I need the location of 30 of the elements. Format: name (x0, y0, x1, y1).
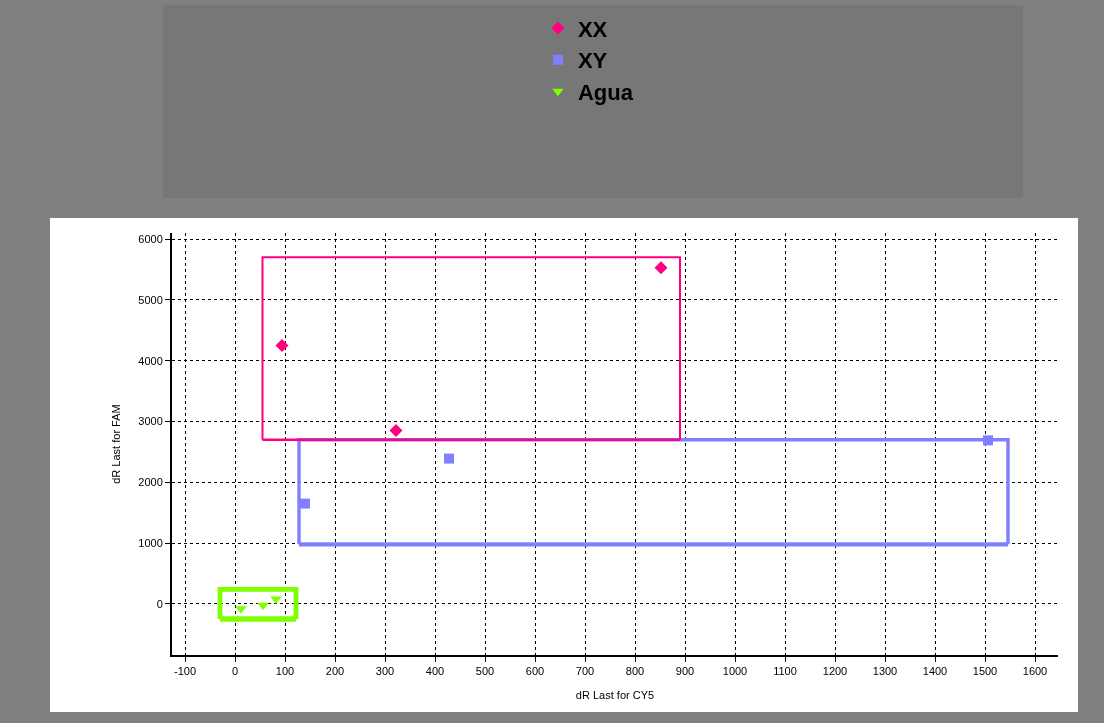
x-tick-label: 1400 (922, 665, 948, 678)
x-tick-label: 100 (275, 665, 295, 678)
x-tick-label: 1300 (872, 665, 898, 678)
x-tick-label: 400 (425, 665, 445, 678)
x-tick-label: 800 (625, 665, 645, 678)
legend-label: Agua (577, 79, 634, 105)
x-tick-label: 200 (325, 665, 345, 678)
y-tick-label: 6000 (138, 232, 163, 245)
x-tick-label: 1500 (972, 665, 998, 678)
x-tick-label: 600 (525, 665, 545, 678)
x-axis-title: dR Last for CY5 (575, 688, 655, 701)
x-tick-label: 0 (231, 665, 239, 678)
y-tick-label: 4000 (138, 354, 163, 367)
x-tick-label: 300 (375, 665, 395, 678)
y-axis-title: dR Last for FAM (110, 404, 123, 484)
x-tick-label: 1200 (822, 665, 848, 678)
x-tick-label: 1100 (773, 665, 797, 678)
x-tick-label: 500 (475, 665, 495, 678)
y-tick-label: 0 (156, 597, 163, 610)
x-tick-label: 1000 (722, 665, 748, 678)
y-tick-label: 5000 (138, 293, 163, 306)
y-tick-label: 1000 (138, 536, 163, 549)
x-tick-label: 1600 (1022, 665, 1048, 678)
legend-label: XX (577, 16, 608, 42)
y-tick-label: 2000 (138, 476, 163, 489)
x-tick-label: -100 (173, 665, 197, 678)
legend-label: XY (577, 48, 608, 74)
x-tick-label: 700 (575, 665, 595, 678)
y-tick-label: 3000 (138, 415, 163, 428)
x-tick-label: 900 (675, 665, 695, 678)
